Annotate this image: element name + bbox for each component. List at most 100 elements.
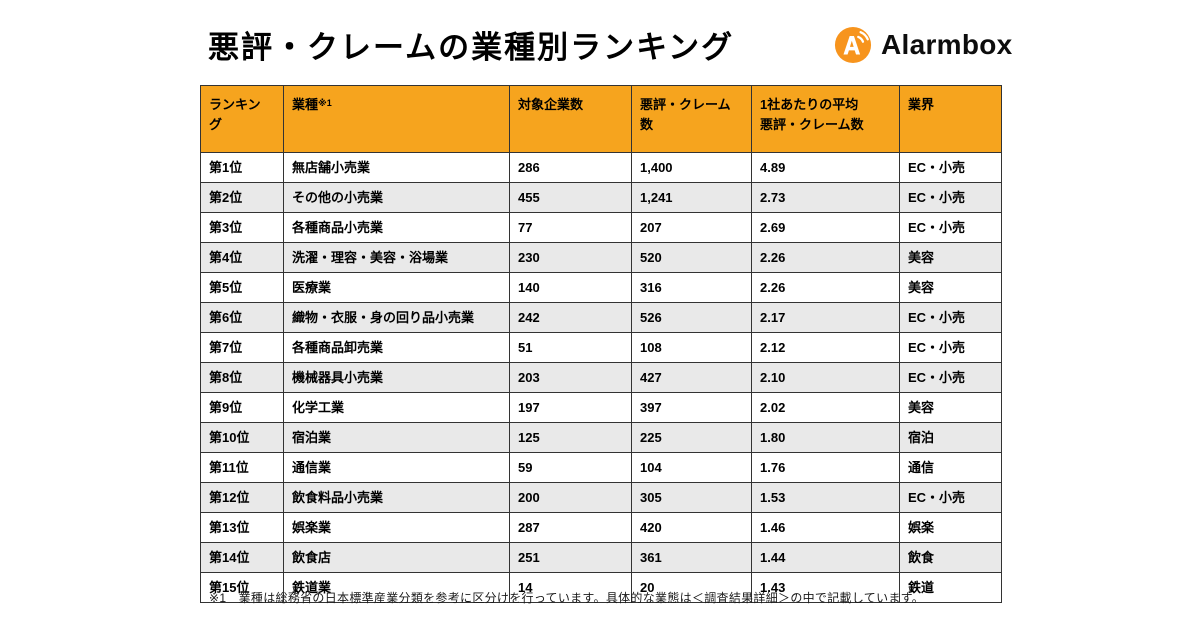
- company-count-cell: 203: [509, 362, 632, 393]
- ranking-row: 第6位 織物・衣服・身の回り品小売業 242 526 2.17 EC・小売: [200, 302, 1002, 333]
- industry-category-cell: 美容: [899, 272, 1002, 303]
- company-count-cell: 455: [509, 182, 632, 213]
- column-header-footnote-mark: ※1: [318, 98, 332, 108]
- industry-cell: 飲食店: [283, 542, 510, 573]
- rank-cell: 第9位: [200, 392, 284, 423]
- complaint-count-cell: 207: [631, 212, 752, 243]
- column-header-ranking: ランキング: [200, 85, 284, 153]
- complaint-count-cell: 1,400: [631, 152, 752, 183]
- rank-cell: 第4位: [200, 242, 284, 273]
- column-header-label: 対象企業数: [518, 97, 584, 112]
- industry-category-cell: 娯楽: [899, 512, 1002, 543]
- column-header-avg-complaints: 1社あたりの平均 悪評・クレーム数: [751, 85, 900, 153]
- industry-category-cell: EC・小売: [899, 482, 1002, 513]
- footnote: ※1 業種は総務省の日本標準産業分類を参考に区分けを行っています。具体的な業態は…: [209, 591, 925, 605]
- avg-complaint-cell: 4.89: [751, 152, 900, 183]
- company-count-cell: 197: [509, 392, 632, 423]
- complaint-count-cell: 520: [631, 242, 752, 273]
- company-count-cell: 230: [509, 242, 632, 273]
- company-count-cell: 287: [509, 512, 632, 543]
- alarmbox-logo-icon: [834, 26, 872, 64]
- ranking-row: 第2位 その他の小売業 455 1,241 2.73 EC・小売: [200, 182, 1002, 213]
- rank-cell: 第5位: [200, 272, 284, 303]
- ranking-row: 第12位 飲食料品小売業 200 305 1.53 EC・小売: [200, 482, 1002, 513]
- avg-complaint-cell: 1.80: [751, 422, 900, 453]
- ranking-row: 第10位 宿泊業 125 225 1.80 宿泊: [200, 422, 1002, 453]
- company-count-cell: 77: [509, 212, 632, 243]
- industry-cell: 各種商品卸売業: [283, 332, 510, 363]
- ranking-row: 第4位 洗濯・理容・美容・浴場業 230 520 2.26 美容: [200, 242, 1002, 273]
- industry-cell: 機械器具小売業: [283, 362, 510, 393]
- complaint-count-cell: 397: [631, 392, 752, 423]
- rank-cell: 第6位: [200, 302, 284, 333]
- company-count-cell: 251: [509, 542, 632, 573]
- column-header-label: 悪評・クレーム数: [640, 97, 731, 132]
- avg-complaint-cell: 1.76: [751, 452, 900, 483]
- industry-category-cell: EC・小売: [899, 212, 1002, 243]
- industry-category-cell: 鉄道: [899, 572, 1002, 603]
- industry-category-cell: EC・小売: [899, 362, 1002, 393]
- industry-cell: その他の小売業: [283, 182, 510, 213]
- avg-complaint-cell: 2.26: [751, 272, 900, 303]
- column-header-label: 業種: [292, 97, 319, 112]
- complaint-count-cell: 305: [631, 482, 752, 513]
- ranking-row: 第5位 医療業 140 316 2.26 美容: [200, 272, 1002, 303]
- complaint-count-cell: 104: [631, 452, 752, 483]
- alarmbox-logo: Alarmbox: [834, 26, 1013, 64]
- complaint-count-cell: 361: [631, 542, 752, 573]
- rank-cell: 第15位: [200, 572, 284, 603]
- company-count-cell: 59: [509, 452, 632, 483]
- avg-complaint-cell: 1.46: [751, 512, 900, 543]
- column-header-label: 1社あたりの平均 悪評・クレーム数: [760, 97, 864, 132]
- avg-complaint-cell: 1.43: [751, 572, 900, 603]
- column-header-label: 業界: [908, 97, 935, 112]
- ranking-row: 第13位 娯楽業 287 420 1.46 娯楽: [200, 512, 1002, 543]
- industry-cell: 各種商品小売業: [283, 212, 510, 243]
- industry-cell: 医療業: [283, 272, 510, 303]
- complaint-count-cell: 1,241: [631, 182, 752, 213]
- industry-category-cell: 通信: [899, 452, 1002, 483]
- industry-category-cell: 美容: [899, 242, 1002, 273]
- avg-complaint-cell: 2.02: [751, 392, 900, 423]
- rank-cell: 第3位: [200, 212, 284, 243]
- ranking-table-body: 第1位 無店舗小売業 286 1,400 4.89 EC・小売 第2位 その他の小売業 455 1…: [200, 152, 1002, 603]
- ranking-row: 第9位 化学工業 197 397 2.02 美容: [200, 392, 1002, 423]
- rank-cell: 第2位: [200, 182, 284, 213]
- complaint-count-cell: 20: [631, 572, 752, 603]
- complaint-count-cell: 427: [631, 362, 752, 393]
- industry-cell: 宿泊業: [283, 422, 510, 453]
- ranking-row: 第11位 通信業 59 104 1.76 通信: [200, 452, 1002, 483]
- rank-cell: 第8位: [200, 362, 284, 393]
- avg-complaint-cell: 2.12: [751, 332, 900, 363]
- industry-category-cell: 飲食: [899, 542, 1002, 573]
- avg-complaint-cell: 2.17: [751, 302, 900, 333]
- column-header-complaint-count: 悪評・クレーム数: [631, 85, 752, 153]
- rank-cell: 第7位: [200, 332, 284, 363]
- rank-cell: 第14位: [200, 542, 284, 573]
- industry-cell: 娯楽業: [283, 512, 510, 543]
- avg-complaint-cell: 2.69: [751, 212, 900, 243]
- industry-cell: 洗濯・理容・美容・浴場業: [283, 242, 510, 273]
- industry-category-cell: EC・小売: [899, 302, 1002, 333]
- industry-category-cell: EC・小売: [899, 152, 1002, 183]
- avg-complaint-cell: 2.10: [751, 362, 900, 393]
- avg-complaint-cell: 1.44: [751, 542, 900, 573]
- avg-complaint-cell: 1.53: [751, 482, 900, 513]
- company-count-cell: 125: [509, 422, 632, 453]
- column-header-industry: 業種※1: [283, 85, 510, 153]
- ranking-row: 第1位 無店舗小売業 286 1,400 4.89 EC・小売: [200, 152, 1002, 183]
- ranking-table-container: ランキング 業種※1 対象企業数 悪評・クレーム数 1社あたりの平均 悪評・クレ…: [200, 85, 1002, 603]
- industry-cell: 無店舗小売業: [283, 152, 510, 183]
- column-header-company-count: 対象企業数: [509, 85, 632, 153]
- complaint-count-cell: 526: [631, 302, 752, 333]
- industry-cell: 飲食料品小売業: [283, 482, 510, 513]
- industry-category-cell: 宿泊: [899, 422, 1002, 453]
- ranking-table: ランキング 業種※1 対象企業数 悪評・クレーム数 1社あたりの平均 悪評・クレ…: [200, 85, 1002, 603]
- header-row: ランキング 業種※1 対象企業数 悪評・クレーム数 1社あたりの平均 悪評・クレ…: [200, 85, 1002, 153]
- column-header-label: ランキング: [209, 97, 261, 132]
- industry-category-cell: EC・小売: [899, 332, 1002, 363]
- company-count-cell: 51: [509, 332, 632, 363]
- page-title: 悪評・クレームの業種別ランキング: [208, 30, 735, 65]
- company-count-cell: 14: [509, 572, 632, 603]
- company-count-cell: 140: [509, 272, 632, 303]
